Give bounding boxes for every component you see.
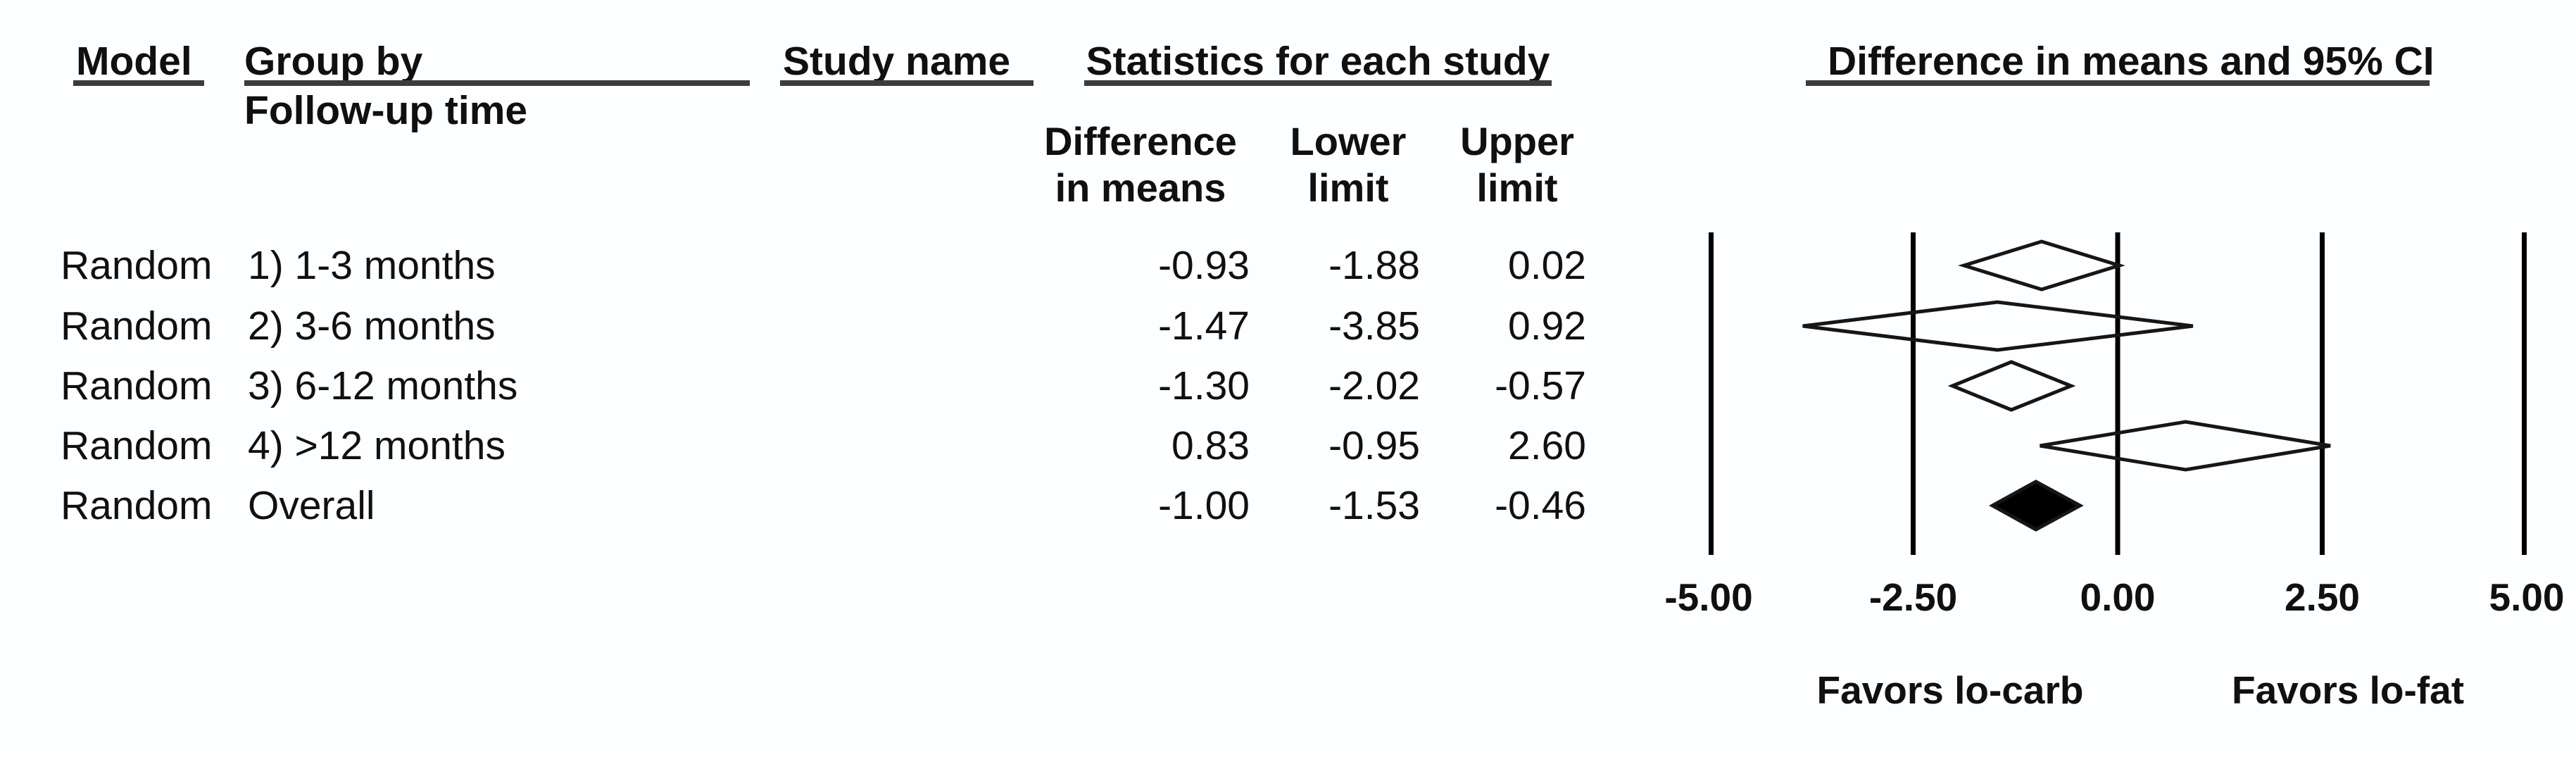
subheader-difference-in-means: Difference in means [1044,118,1237,211]
row-lower: -1.88 [1328,243,1420,288]
row-diff: -1.00 [1158,483,1250,528]
subheader-upper-line1: Upper [1460,119,1574,163]
row-upper: -0.57 [1495,363,1586,408]
row-diff: -1.30 [1158,363,1250,408]
col-header-group-by: Group by [244,39,423,84]
row-diff: -0.93 [1158,243,1250,288]
group-by-underline [244,80,750,86]
model-underline [73,80,204,86]
axis-tick-label: 2.50 [2284,575,2361,619]
col-header-model: Model [76,39,192,84]
favors-right-label: Favors lo-fat [2231,668,2465,712]
axis-tick-label: -5.00 [1664,575,1753,619]
row-group: 1) 1-3 months [248,243,496,288]
study-name-underline [780,80,1033,86]
row-model: Random [61,423,213,468]
col-header-study-name: Study name [783,39,1011,84]
subheader-lower-line1: Lower [1290,119,1407,163]
subheader-upper-limit: Upper limit [1460,118,1574,211]
row-lower: -1.53 [1328,483,1420,528]
subheader-upper-line2: limit [1476,165,1558,210]
favors-left-label: Favors lo-carb [1816,668,2084,712]
row-group: 3) 6-12 months [248,363,518,408]
row-model: Random [61,304,213,349]
row-lower: -2.02 [1328,363,1420,408]
statistics-underline [1084,80,1552,86]
axis-tick-label: 0.00 [2080,575,2156,619]
row-upper: -0.46 [1495,483,1586,528]
subheader-lower-limit: Lower limit [1290,118,1407,211]
row-upper: 2.60 [1508,423,1586,468]
subheader-difference-line2: in means [1055,165,1226,210]
ci-underline [1806,80,2430,86]
subheader-difference-line1: Difference [1044,119,1237,163]
col-header-ci: Difference in means and 95% CI [1828,39,2434,84]
row-group: 2) 3-6 months [248,304,496,349]
row-model: Random [61,243,213,288]
row-upper: 0.02 [1508,243,1586,288]
row-diff: 0.83 [1171,423,1250,468]
col-header-statistics: Statistics for each study [1086,39,1550,84]
row-model: Random [61,363,213,408]
row-lower: -0.95 [1328,423,1420,468]
row-diff: -1.47 [1158,304,1250,349]
row-model: Random [61,483,213,528]
subheader-lower-line2: limit [1307,165,1389,210]
row-group: Overall [248,483,375,528]
axis-tick-label: -2.50 [1868,575,1958,619]
row-group: 4) >12 months [248,423,505,468]
row-upper: 0.92 [1508,304,1586,349]
axis-tick-label: 5.00 [2489,575,2565,619]
col-header-follow-up-time: Follow-up time [244,88,528,133]
forest-plot-svg [1709,232,2527,555]
row-lower: -3.85 [1328,304,1420,349]
